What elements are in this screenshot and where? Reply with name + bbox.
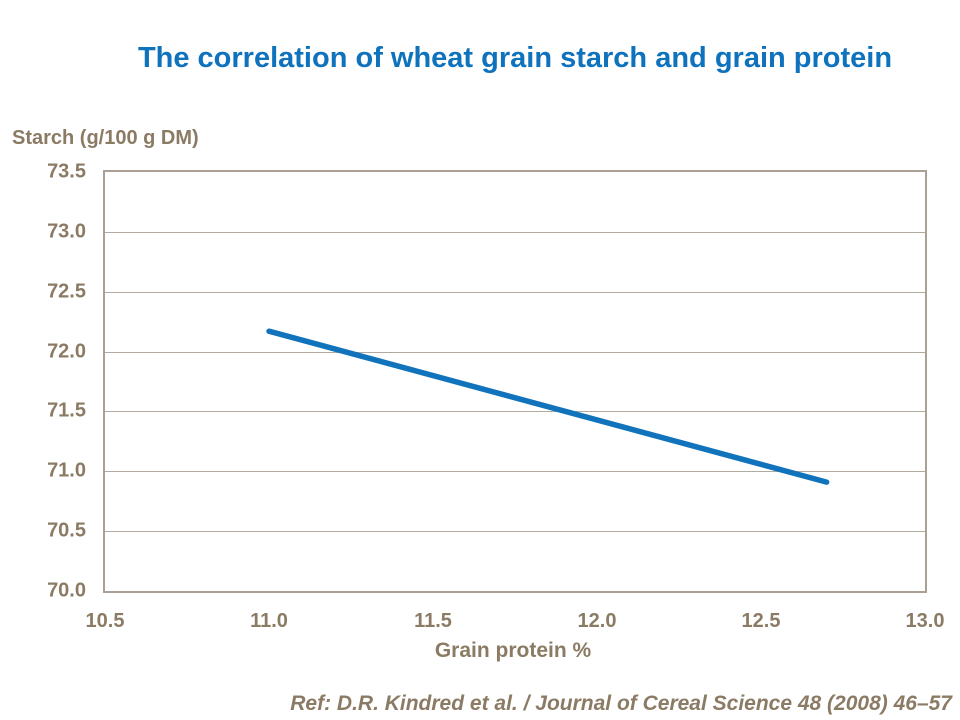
y-tick-label: 71.0	[47, 459, 86, 482]
trend-line	[266, 328, 830, 485]
gridline	[105, 291, 925, 293]
x-tick-label: 12.0	[577, 610, 617, 632]
y-tick-label: 72.0	[47, 340, 86, 363]
x-axis-title: Grain protein %	[434, 639, 592, 662]
y-axis-title: Starch (g/100 g DM)	[12, 127, 199, 149]
y-tick-label: 71.5	[47, 399, 86, 422]
y-tick-label: 73.5	[47, 160, 86, 183]
gridline	[105, 471, 925, 473]
gridline	[105, 411, 925, 413]
gridline	[105, 531, 925, 533]
reference-citation: Ref: D.R. Kindred et al. / Journal of Ce…	[290, 692, 952, 715]
x-tick-label: 11.0	[250, 610, 288, 632]
trend-line-layer	[266, 328, 830, 485]
x-tick-label: 11.5	[414, 610, 452, 632]
gridline	[105, 351, 925, 353]
y-tick-label: 70.5	[47, 519, 86, 542]
x-tick-label: 10.5	[85, 610, 125, 632]
y-tick-label: 72.5	[47, 280, 86, 303]
y-tick-label: 70.0	[47, 579, 86, 602]
y-tick-label: 73.0	[47, 220, 86, 243]
plot-area	[103, 170, 927, 593]
x-tick-label: 13.0	[905, 610, 945, 632]
gridline	[105, 231, 925, 233]
chart-title: The correlation of wheat grain starch an…	[137, 42, 893, 74]
x-tick-label: 12.5	[741, 610, 781, 632]
